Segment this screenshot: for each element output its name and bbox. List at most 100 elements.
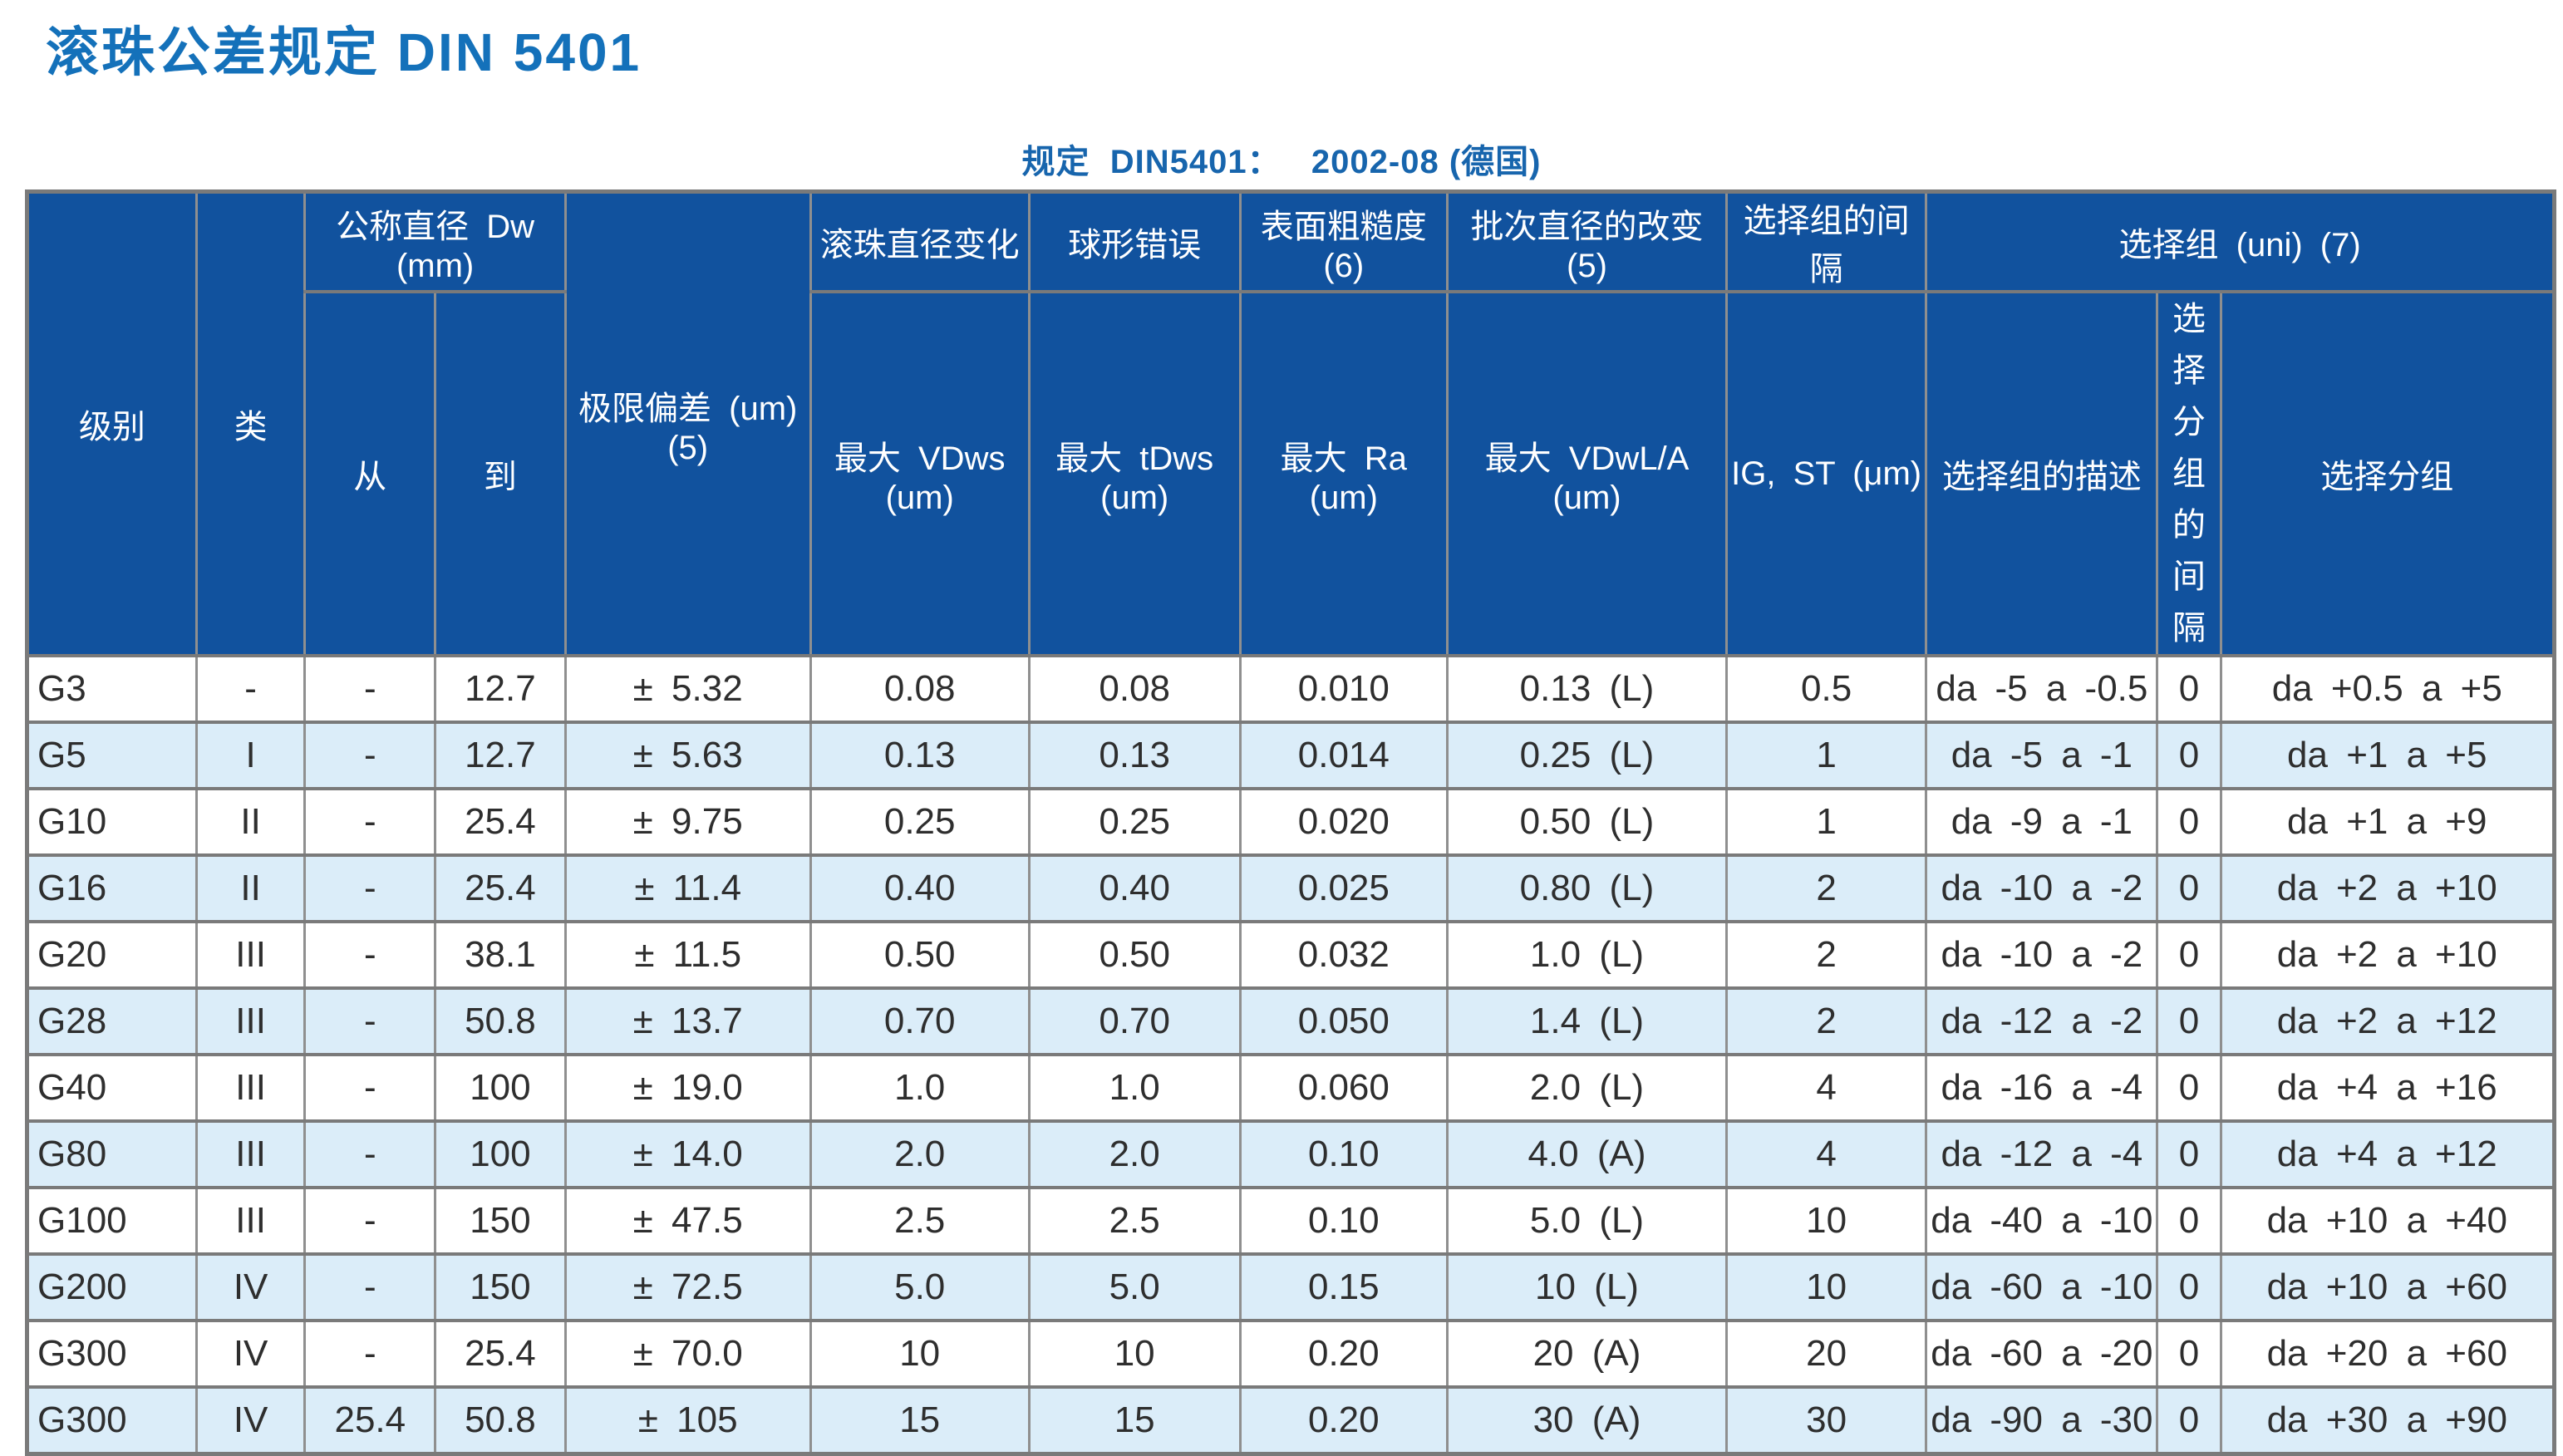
cell: da +10 a +60 xyxy=(2219,1252,2556,1322)
cell: 0.08 xyxy=(1027,654,1242,724)
table-row: G200 IV -150 ± 72.5 5.0 5.0 0.15 10 (L) 10 da -60… xyxy=(26,1252,2556,1322)
cell: IV xyxy=(194,1319,307,1389)
cell: 10 xyxy=(1724,1186,1928,1256)
cell: ± 13.7 xyxy=(563,986,812,1056)
col-group-surface-roughness: 表面粗糙度 (6) xyxy=(1238,189,1449,293)
cell: 38.1 xyxy=(434,920,567,990)
cell: 1 xyxy=(1724,721,1928,790)
cell: - xyxy=(303,920,437,990)
cell-level: G16 xyxy=(26,853,198,923)
col-header-limit-deviation: 极限偏差 (um) (5) xyxy=(563,189,812,657)
cell: 0.5 xyxy=(1724,654,1928,724)
cell-level: G300 xyxy=(26,1319,198,1389)
col-group-spherical-error: 球形错误 xyxy=(1027,189,1242,293)
cell: 25.4 xyxy=(434,853,567,923)
cell: da +2 a +12 xyxy=(2219,986,2556,1056)
table-row: G100 III -150 ± 47.5 2.5 2.5 0.10 5.0 (L) 10 da -… xyxy=(26,1186,2556,1256)
col-group-selection: 选择组 (uni) (7) xyxy=(1925,189,2556,293)
cell: 0.25 (L) xyxy=(1445,721,1729,790)
table-row: G20 III -38.1 ± 11.5 0.50 0.50 0.032 1.0 (L) 2 da… xyxy=(26,920,2556,990)
cell: 0.80 (L) xyxy=(1445,853,1729,923)
page-title: 滚珠公差规定 DIN 5401 xyxy=(46,22,642,82)
table-header: 级别 类 公称直径 Dw (mm) 极限偏差 (um) (5) 滚珠直径变化 球… xyxy=(26,189,2556,657)
cell: II xyxy=(194,787,307,857)
cell: - xyxy=(303,721,437,790)
cell: 50.8 xyxy=(434,1385,567,1456)
col-group-diameter-variation: 滚珠直径变化 xyxy=(809,189,1031,293)
table-row: G28 III -50.8 ± 13.7 0.70 0.70 0.050 1.4 (L) 2 da… xyxy=(26,986,2556,1056)
cell: da -40 a -10 xyxy=(1925,1186,2159,1256)
cell: 0 xyxy=(2156,1053,2222,1123)
cell: 0.10 xyxy=(1238,1119,1449,1189)
cell: 2.0 xyxy=(809,1119,1031,1189)
cell: da -9 a -1 xyxy=(1925,787,2159,857)
cell: da -5 a -0.5 xyxy=(1925,654,2159,724)
col-header-selection-desc: 选择组的描述 xyxy=(1925,290,2159,657)
cell: ± 11.5 xyxy=(563,920,812,990)
cell: 1.0 (L) xyxy=(1445,920,1729,990)
table-row: G300 IV 25.4 50.8 ± 105 15 15 0.20 30 (A) 30 da -9… xyxy=(26,1385,2556,1456)
cell: 0.15 xyxy=(1238,1252,1449,1322)
cell: 0.014 xyxy=(1238,721,1449,790)
cell: 2 xyxy=(1724,920,1928,990)
cell: da -60 a -20 xyxy=(1925,1319,2159,1389)
cell: 1.0 xyxy=(809,1053,1031,1123)
cell-level: G3 xyxy=(26,654,198,724)
cell: da +1 a +9 xyxy=(2219,787,2556,857)
cell: 30 xyxy=(1724,1385,1928,1456)
cell: 0.25 xyxy=(1027,787,1242,857)
cell: 0.032 xyxy=(1238,920,1449,990)
cell-level: G28 xyxy=(26,986,198,1056)
table-row: G16 II -25.4 ± 11.4 0.40 0.40 0.025 0.80 (L) 2 da… xyxy=(26,853,2556,923)
cell: ± 11.4 xyxy=(563,853,812,923)
cell: 5.0 xyxy=(809,1252,1031,1322)
cell: da +2 a +10 xyxy=(2219,853,2556,923)
cell: 0.70 xyxy=(1027,986,1242,1056)
cell: 0.50 xyxy=(809,920,1031,990)
cell: 0.13 (L) xyxy=(1445,654,1729,724)
cell: da -5 a -1 xyxy=(1925,721,2159,790)
cell: 100 xyxy=(434,1053,567,1123)
cell: 0.25 xyxy=(809,787,1031,857)
cell: III xyxy=(194,920,307,990)
table-row: G10 II -25.4 ± 9.75 0.25 0.25 0.020 0.50 (L) 1 da… xyxy=(26,787,2556,857)
cell: - xyxy=(303,853,437,923)
cell-level: G40 xyxy=(26,1053,198,1123)
cell: da +1 a +5 xyxy=(2219,721,2556,790)
cell: - xyxy=(303,787,437,857)
cell: 0 xyxy=(2156,1186,2222,1256)
table-row: G80 III -100 ± 14.0 2.0 2.0 0.10 4.0 (A) 4 da -12… xyxy=(26,1119,2556,1189)
cell: 1.4 (L) xyxy=(1445,986,1729,1056)
col-group-selection-gap: 选择组的间隔 xyxy=(1724,189,1928,293)
cell: 0 xyxy=(2156,654,2222,724)
cell: - xyxy=(194,654,307,724)
header-row-subs: 从 到 最大 VDws (um) 最大 tDws (um) 最大 Ra (um)… xyxy=(27,290,2556,657)
col-header-max-vdwla: 最大 VDwL/A (um) xyxy=(1445,290,1729,657)
cell: da +10 a +40 xyxy=(2219,1186,2556,1256)
cell-level: G200 xyxy=(26,1252,198,1322)
col-header-selection-subgroup: 选择分组 xyxy=(2219,290,2556,657)
cell: 15 xyxy=(1027,1385,1242,1456)
col-header-max-vdws: 最大 VDws (um) xyxy=(809,290,1031,657)
cell: 0.13 xyxy=(1027,721,1242,790)
cell: 30 (A) xyxy=(1445,1385,1729,1456)
cell: 0 xyxy=(2156,1385,2222,1456)
cell: 0 xyxy=(2156,1252,2222,1322)
col-header-to: 到 xyxy=(434,290,567,657)
cell: da +2 a +10 xyxy=(2219,920,2556,990)
cell: 0.50 (L) xyxy=(1445,787,1729,857)
cell: II xyxy=(194,853,307,923)
cell: 25.4 xyxy=(303,1385,437,1456)
cell: ± 14.0 xyxy=(563,1119,812,1189)
cell: 0.50 xyxy=(1027,920,1242,990)
cell: da -16 a -4 xyxy=(1925,1053,2159,1123)
cell: ± 9.75 xyxy=(563,787,812,857)
cell: 15 xyxy=(809,1385,1031,1456)
cell: ± 47.5 xyxy=(563,1186,812,1256)
cell: 0.20 xyxy=(1238,1319,1449,1389)
cell: 2 xyxy=(1724,986,1928,1056)
cell: IV xyxy=(194,1252,307,1322)
cell: 10 xyxy=(809,1319,1031,1389)
cell: 10 (L) xyxy=(1445,1252,1729,1322)
col-header-subgroup-gap: 选择 分组 的间 隔 xyxy=(2156,290,2222,657)
